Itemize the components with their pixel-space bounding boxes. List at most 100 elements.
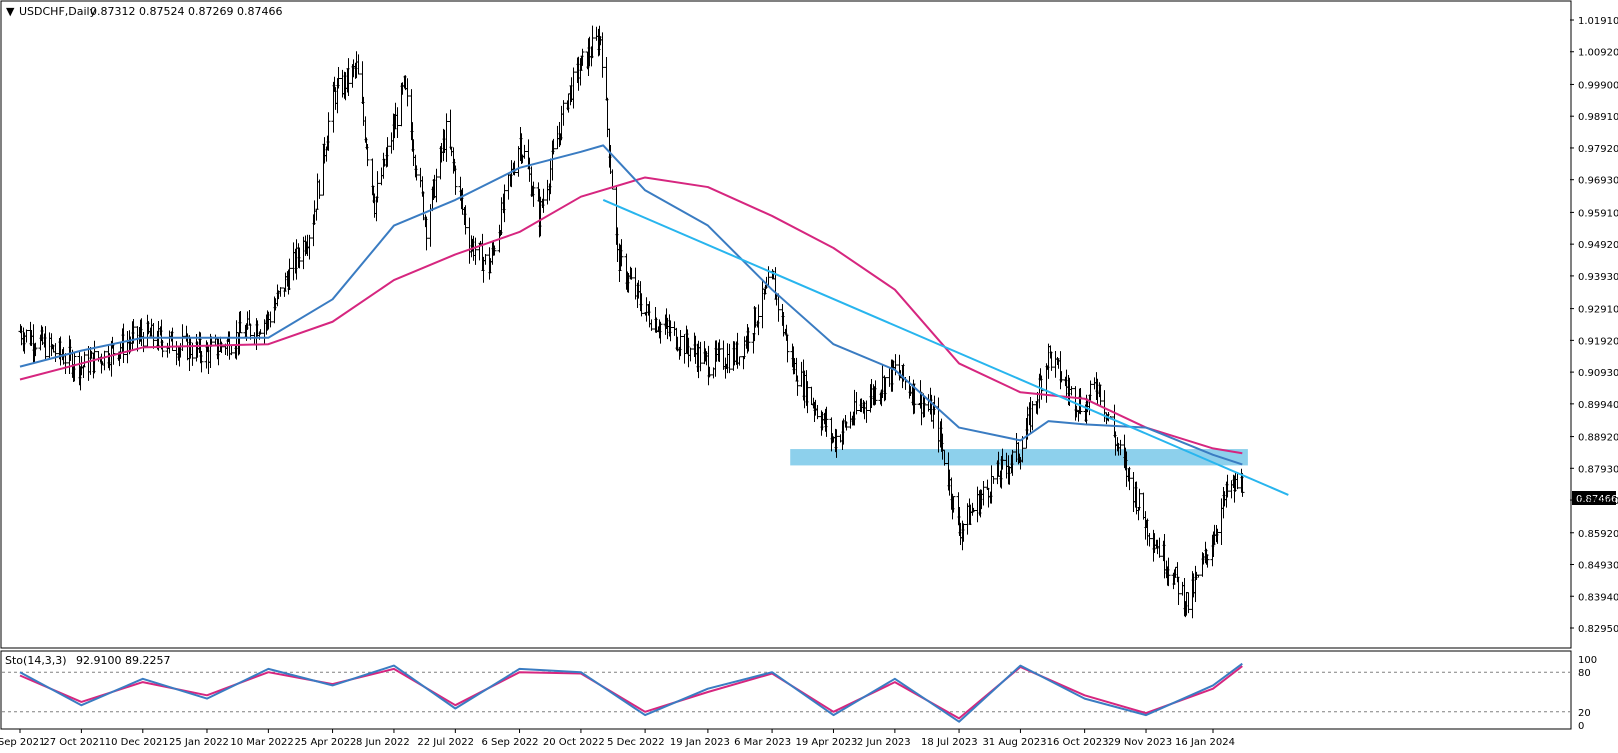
ohlc-bar — [678, 330, 683, 357]
ohlc-bar — [82, 351, 87, 368]
ohlc-bar — [571, 67, 576, 109]
ohlc-bar — [649, 319, 654, 331]
ohlc-bar — [268, 311, 273, 328]
y-tick-label: 0.95910 — [1578, 208, 1618, 219]
stoch-panel-frame — [0, 650, 1572, 730]
ohlc-bar — [385, 137, 390, 167]
ohlc-bar — [1137, 488, 1142, 511]
y-tick-label: 0.96930 — [1578, 176, 1618, 187]
ohlc-bar — [492, 245, 497, 256]
x-tick-label: 25 Jan 2022 — [169, 737, 229, 748]
stoch-main-line — [19, 662, 1243, 723]
ohlc-bar — [942, 449, 947, 466]
ohlc-bar — [991, 476, 996, 484]
y-tick-label: 0.93930 — [1578, 272, 1618, 283]
y-tick-label: 0.85920 — [1578, 529, 1618, 540]
ohlc-bar — [434, 168, 439, 203]
ohlc-bar — [1069, 386, 1074, 396]
ohlc-bar — [864, 400, 869, 423]
ohlc-bar — [238, 310, 243, 334]
ohlc-bar — [1049, 351, 1054, 371]
ohlc-bar — [1000, 448, 1005, 470]
ohlc-bar — [756, 304, 761, 336]
price-tag-label: 0.87466 — [1576, 494, 1617, 505]
ohlc-bar — [24, 329, 29, 343]
ohlc-bar — [1098, 384, 1103, 407]
y-tick-label: 0.87930 — [1578, 464, 1618, 475]
ohlc-bar — [365, 144, 370, 167]
y-tick-label: 0.89940 — [1578, 400, 1618, 411]
ohlc-bar — [453, 165, 458, 195]
ohlc-bar — [619, 239, 624, 267]
ohlc-bar — [1127, 466, 1132, 491]
ohlc-bar — [258, 329, 263, 335]
y-tick-label: 0.92910 — [1578, 305, 1618, 316]
ohlc-bar — [522, 144, 527, 159]
ohlc-bar — [688, 347, 693, 362]
y-tick-label: 0.88920 — [1578, 433, 1618, 444]
x-tick-label: 16 Oct 2023 — [1047, 737, 1109, 748]
x-tick-label: 25 Apr 2022 — [295, 737, 357, 748]
ohlc-bar — [1147, 533, 1152, 547]
ohlc-bar — [424, 216, 429, 251]
ohlc-bar — [854, 391, 859, 415]
x-tick-label: 6 Mar 2023 — [734, 737, 791, 748]
descending-trendline — [602, 198, 1289, 496]
ohlc-bar — [737, 356, 742, 366]
y-tick-label: 0.94920 — [1578, 240, 1618, 251]
ohlc-bar — [53, 343, 58, 362]
ohlc-bar — [33, 342, 38, 357]
ohlc-bar — [610, 169, 615, 190]
ohlc-bar — [141, 332, 146, 353]
ohlc-bar — [971, 507, 976, 513]
ohlc-bar — [1215, 528, 1220, 544]
ohlc-bar — [1030, 401, 1035, 431]
ohlc-bar — [531, 181, 536, 207]
ohlc-bar — [405, 78, 410, 107]
ohlc-bar — [698, 341, 703, 372]
ohlc-bar — [785, 334, 790, 363]
x-tick-label: 2 Jun 2023 — [857, 737, 911, 748]
ohlc-bar — [1020, 436, 1025, 463]
ohlc-bar — [278, 287, 283, 297]
ohlc-bar — [805, 381, 810, 414]
y-tick-label: 0.84930 — [1578, 561, 1618, 572]
price-tag-box — [1572, 491, 1616, 505]
x-tick-label: 20 Oct 2022 — [543, 737, 605, 748]
y-tick-label: 0.86940 — [1578, 496, 1618, 507]
ohlc-bar — [1118, 439, 1123, 456]
ohlc-bar — [1205, 554, 1210, 568]
ohlc-bar — [219, 341, 224, 353]
stoch-plot-group — [19, 662, 1243, 723]
stoch-y-tick-label: 80 — [1578, 668, 1591, 679]
x-tick-label: 27 Oct 2021 — [43, 737, 105, 748]
x-tick-label: 10 Mar 2022 — [230, 737, 293, 748]
x-tick-label: 19 Apr 2023 — [795, 737, 857, 748]
main-panel-frame — [0, 0, 1572, 649]
ohlc-bar — [1186, 592, 1191, 614]
ohlc-bar — [160, 340, 165, 358]
ohlc-bar — [1059, 371, 1064, 383]
ohlc-bar — [1196, 574, 1201, 578]
ohlc-bar — [375, 171, 380, 203]
ohlc-bar — [727, 343, 732, 374]
ohlc-bar — [43, 326, 48, 360]
ohlc-bar — [922, 396, 927, 418]
ohlc-bar — [639, 293, 644, 317]
ohlc-bar — [658, 321, 663, 344]
ohlc-bar — [883, 377, 888, 401]
header-arrow-icon: ▼ — [6, 5, 15, 18]
ohlc-bar — [199, 350, 204, 373]
ohlc-bar — [707, 366, 712, 378]
ohlc-bar — [151, 322, 156, 349]
ohlc-bar — [561, 100, 566, 126]
ohlc-bar — [873, 380, 878, 405]
ohlc-bar — [1176, 576, 1181, 605]
ohlc-bar — [1235, 472, 1240, 490]
ohlc-bar — [414, 165, 419, 181]
ohlc-bar — [346, 58, 351, 96]
ohlc-bar — [121, 323, 126, 364]
stoch-y-tick-label: 100 — [1578, 655, 1597, 666]
y-tick-label: 1.01910 — [1578, 16, 1618, 27]
